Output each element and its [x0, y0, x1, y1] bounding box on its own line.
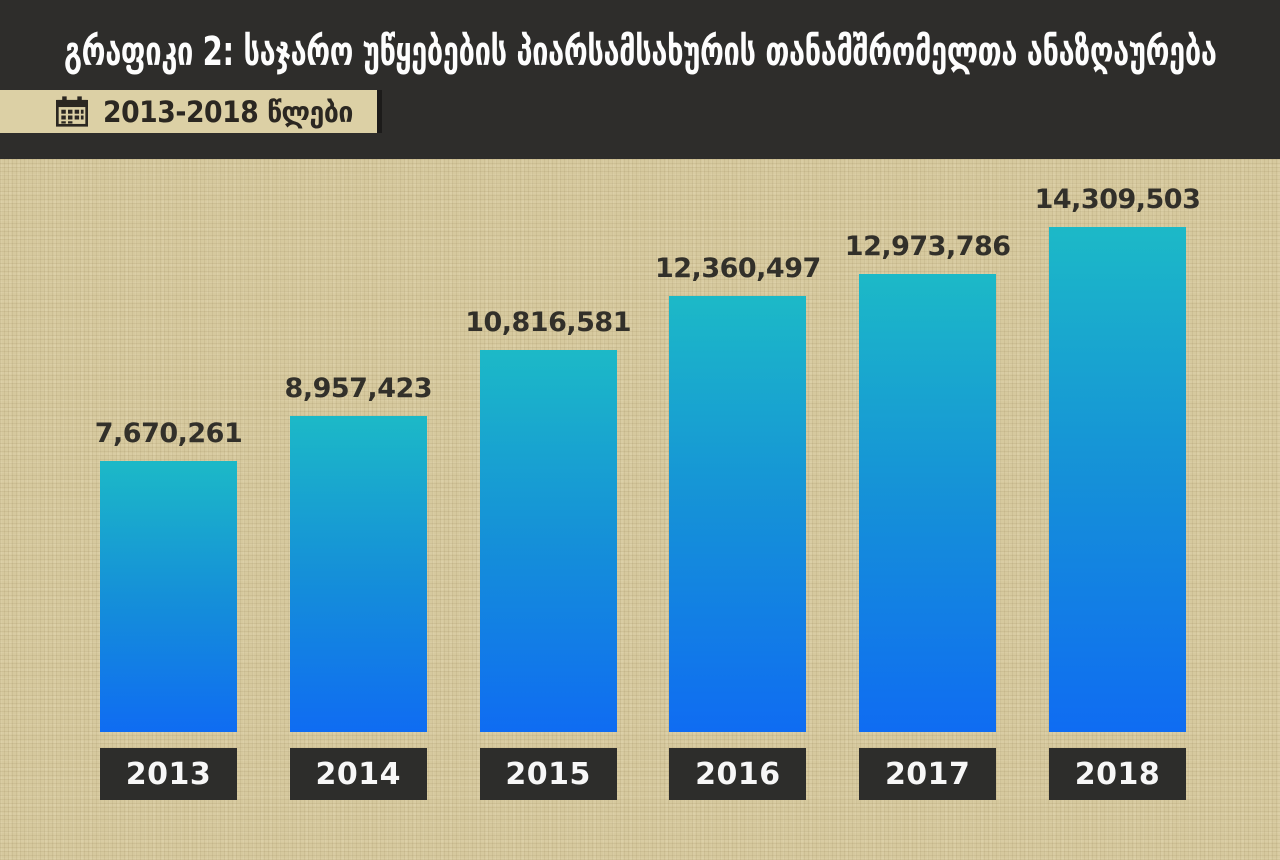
bar [669, 296, 807, 732]
bar-value-label: 12,360,497 [654, 253, 821, 284]
year-label: 2018 [1048, 748, 1186, 800]
bar-value-label: 12,973,786 [844, 231, 1011, 262]
bar-group: 10,816,581 2015 [465, 307, 631, 800]
calendar-icon [56, 96, 88, 127]
bar [289, 416, 427, 732]
bar-group: 12,973,786 2017 [845, 231, 1011, 800]
bar [479, 350, 617, 732]
bar [859, 274, 997, 732]
bar-value-label: 14,309,503 [1034, 184, 1201, 215]
chart-title: გრაფიკი 2: საჯარო უწყებების პიარსამსახურ… [64, 29, 1217, 75]
bar-group: 7,670,261 2013 [95, 418, 243, 800]
year-label: 2014 [289, 748, 427, 800]
bar-value-label: 10,816,581 [465, 307, 631, 338]
bar [1048, 227, 1186, 732]
bar-group: 14,309,503 2018 [1035, 184, 1201, 800]
bar-group: 12,360,497 2016 [655, 253, 821, 800]
bar-chart: 7,670,261 2013 8,957,423 2014 10,816,581… [95, 184, 1201, 800]
year-label: 2015 [479, 748, 617, 800]
bar-value-label: 7,670,261 [94, 418, 243, 449]
bar-value-label: 8,957,423 [284, 373, 433, 404]
bar-group: 8,957,423 2014 [285, 373, 433, 800]
period-label: 2013-2018 წლები [103, 94, 353, 129]
period-badge: 2013-2018 წლები [0, 90, 377, 133]
bar [100, 461, 237, 732]
year-label: 2013 [100, 748, 237, 800]
header: გრაფიკი 2: საჯარო უწყებების პიარსამსახურ… [0, 0, 1280, 159]
year-label: 2016 [669, 748, 807, 800]
year-label: 2017 [859, 748, 997, 800]
